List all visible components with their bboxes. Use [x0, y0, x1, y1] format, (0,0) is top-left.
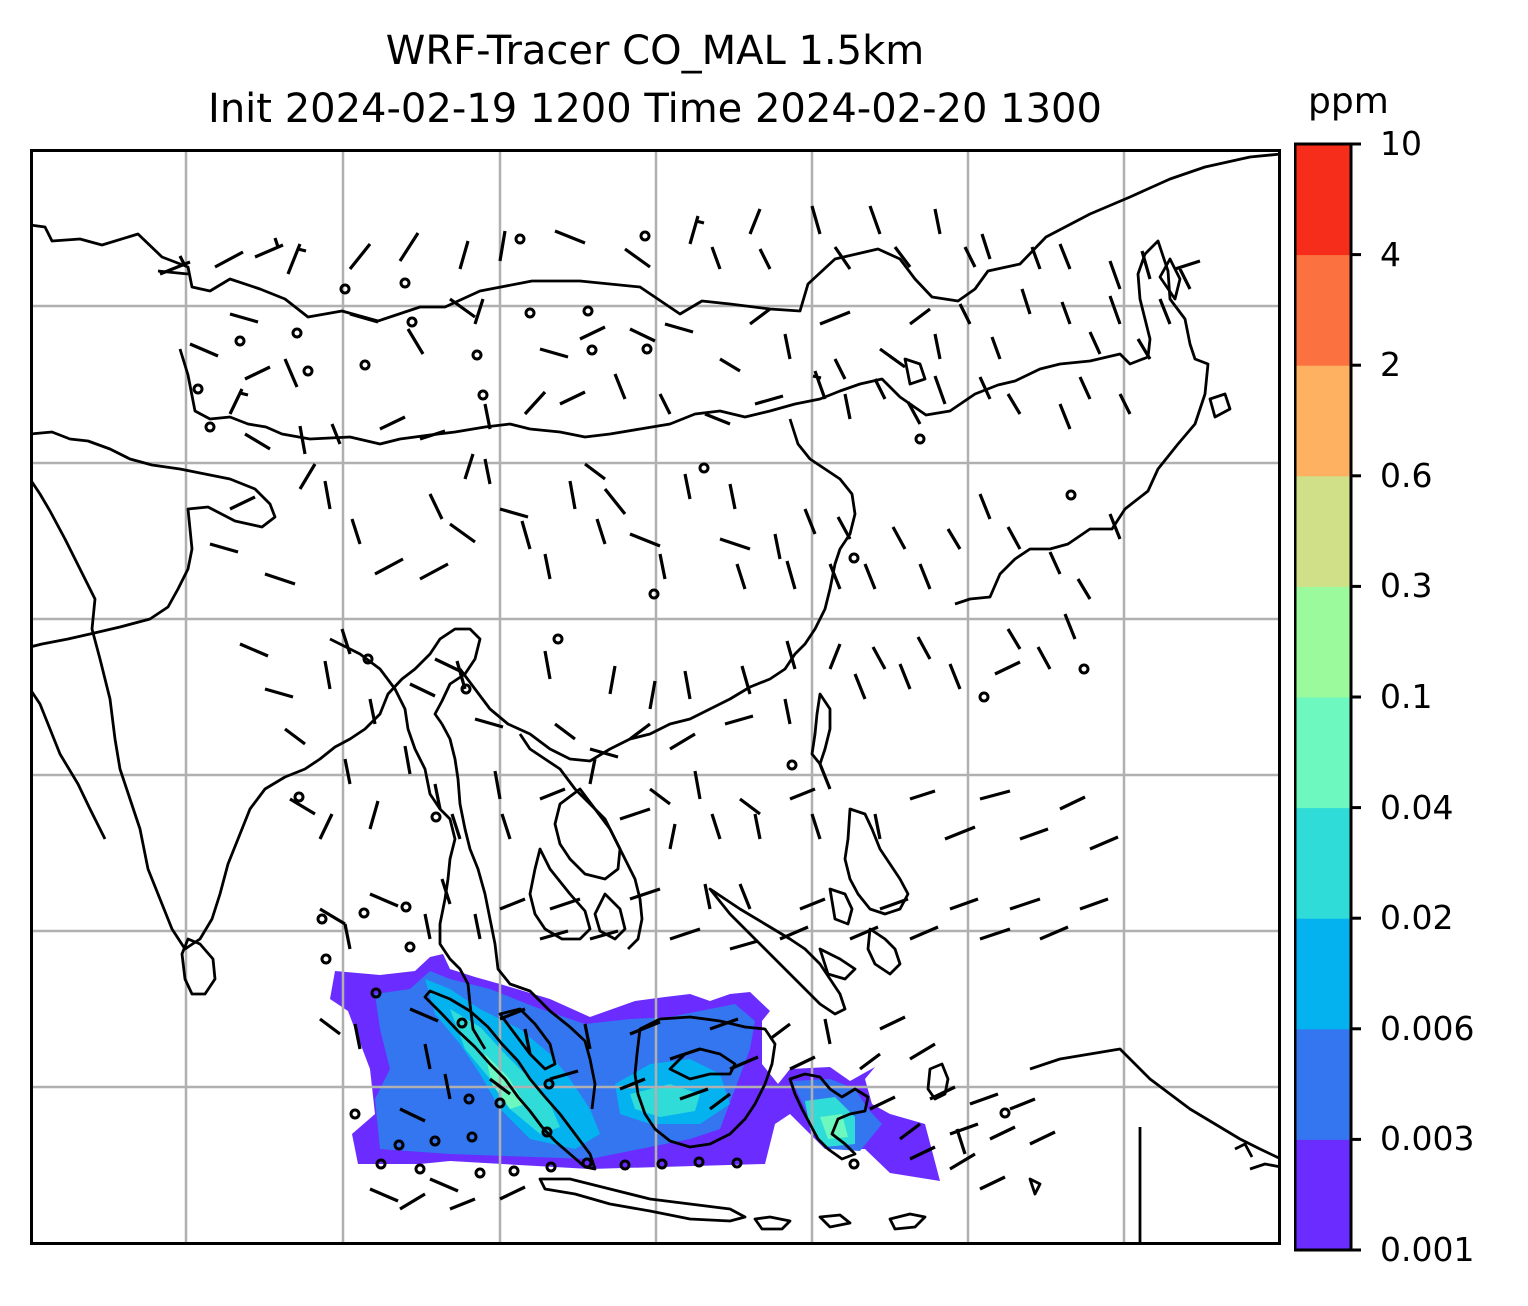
- colorbar-segment: [1295, 807, 1351, 919]
- colorbar-tick-label: 2: [1380, 345, 1401, 385]
- calm-markers: [192, 230, 1090, 1179]
- gridlines: [30, 149, 1281, 1245]
- colorbar-segment: [1295, 1139, 1351, 1251]
- colorbar-unit: ppm: [1308, 81, 1389, 122]
- colorbar: [1294, 142, 1361, 1252]
- map-panel: [30, 149, 1281, 1245]
- colorbar-tick-label: 0.6: [1380, 455, 1433, 495]
- wind-barbs: [159, 205, 1201, 1211]
- colorbar-tick-label: 0.001: [1380, 1230, 1475, 1269]
- colorbar-segment: [1295, 697, 1351, 809]
- colorbar-segment: [1295, 254, 1351, 366]
- colorbar-segment: [1295, 586, 1351, 698]
- map-subtitle: Init 2024-02-19 1200 Time 2024-02-20 130…: [208, 86, 1102, 132]
- coastlines: [30, 152, 1281, 1245]
- colorbar-tick-label: 10: [1380, 124, 1422, 163]
- colorbar-segment: [1295, 1028, 1351, 1140]
- colorbar-tick-label: 0.006: [1380, 1008, 1475, 1048]
- colorbar-tick-label: 0.003: [1380, 1119, 1475, 1159]
- colorbar-segment: [1295, 365, 1351, 477]
- colorbar-tick-label: 0.1: [1380, 677, 1433, 716]
- colorbar-segment: [1295, 918, 1351, 1030]
- colorbar-tick-label: 0.3: [1380, 566, 1433, 606]
- colorbar-tick-label: 0.04: [1380, 787, 1454, 827]
- map-frame: [30, 149, 1281, 1245]
- colorbar-segment: [1295, 144, 1351, 256]
- colorbar-segment: [1295, 475, 1351, 587]
- colorbar-tick-label: 0.02: [1380, 898, 1454, 938]
- colorbar-tick-label: 4: [1380, 234, 1401, 274]
- map-title: WRF-Tracer CO_MAL 1.5km: [385, 28, 925, 74]
